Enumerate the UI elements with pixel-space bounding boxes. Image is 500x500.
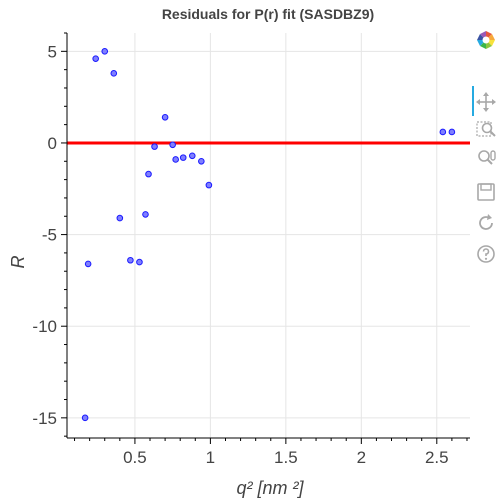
data-point: [198, 157, 205, 165]
x-tick-label: 1.5: [274, 448, 298, 467]
y-tick-label: 0: [48, 134, 57, 153]
wheel-zoom-icon[interactable]: [474, 146, 498, 170]
grid: [67, 33, 470, 438]
y-tick-label: 5: [48, 42, 57, 61]
x-axis-label: q² [nm ²]: [236, 478, 304, 498]
data-point: [439, 128, 447, 136]
data-point: [81, 414, 89, 422]
data-point: [145, 170, 152, 178]
pan-icon[interactable]: [474, 90, 498, 114]
y-tick-label: -5: [42, 226, 57, 245]
active-tool-indicator: [472, 86, 474, 116]
x-tick-label: 0.5: [123, 448, 147, 467]
save-icon[interactable]: [474, 180, 498, 204]
bokeh-logo-icon[interactable]: [474, 28, 498, 52]
data-point: [127, 256, 134, 264]
data-point: [172, 156, 179, 163]
x-tick-label: 2: [357, 448, 366, 467]
data-point: [448, 128, 456, 136]
data-point: [169, 141, 176, 149]
chart-title: Residuals for P(r) fit (SASDBZ9): [162, 6, 374, 22]
data-point: [188, 152, 196, 160]
data-point: [84, 260, 92, 268]
data-point: [92, 55, 99, 62]
data-point: [136, 258, 143, 266]
residual-points: [81, 48, 456, 422]
data-point: [116, 214, 124, 222]
data-point: [179, 154, 187, 161]
data-point: [151, 143, 158, 150]
data-point: [161, 113, 169, 121]
y-tick-label: -10: [32, 317, 57, 336]
data-point: [142, 211, 149, 218]
data-point: [110, 70, 118, 77]
box-zoom-icon[interactable]: [474, 118, 498, 142]
tick-labels: 0.5 1 1.5 2 2.5 5 0 -5 -10 -15: [32, 42, 448, 467]
axes: [61, 32, 470, 444]
y-tick-label: -15: [32, 409, 57, 428]
x-tick-label: 1: [206, 448, 215, 467]
data-point: [101, 48, 109, 55]
help-icon[interactable]: [474, 242, 498, 266]
x-tick-label: 2.5: [425, 448, 449, 467]
data-point: [205, 181, 213, 189]
reset-icon[interactable]: [474, 211, 498, 235]
y-axis-label: R: [8, 256, 28, 269]
